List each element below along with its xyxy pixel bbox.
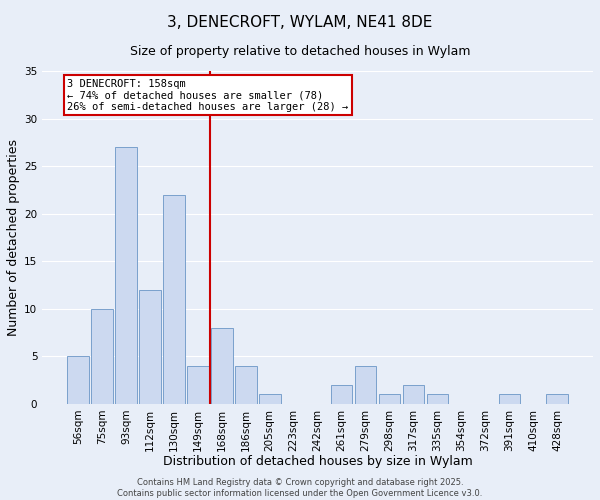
Y-axis label: Number of detached properties: Number of detached properties <box>7 139 20 336</box>
Bar <box>67 356 89 404</box>
Bar <box>427 394 448 404</box>
Text: 3, DENECROFT, WYLAM, NE41 8DE: 3, DENECROFT, WYLAM, NE41 8DE <box>167 15 433 30</box>
Bar <box>163 194 185 404</box>
Bar <box>355 366 376 404</box>
Bar <box>499 394 520 404</box>
Bar <box>91 309 113 404</box>
Bar <box>403 385 424 404</box>
Bar <box>115 147 137 404</box>
Bar <box>211 328 233 404</box>
Text: Size of property relative to detached houses in Wylam: Size of property relative to detached ho… <box>130 45 470 58</box>
Bar <box>547 394 568 404</box>
Bar <box>139 290 161 404</box>
Bar <box>331 385 352 404</box>
Text: 3 DENECROFT: 158sqm
← 74% of detached houses are smaller (78)
26% of semi-detach: 3 DENECROFT: 158sqm ← 74% of detached ho… <box>67 78 349 112</box>
Text: Contains HM Land Registry data © Crown copyright and database right 2025.
Contai: Contains HM Land Registry data © Crown c… <box>118 478 482 498</box>
Bar <box>379 394 400 404</box>
Bar <box>187 366 209 404</box>
X-axis label: Distribution of detached houses by size in Wylam: Distribution of detached houses by size … <box>163 455 473 468</box>
Bar <box>259 394 281 404</box>
Bar <box>235 366 257 404</box>
